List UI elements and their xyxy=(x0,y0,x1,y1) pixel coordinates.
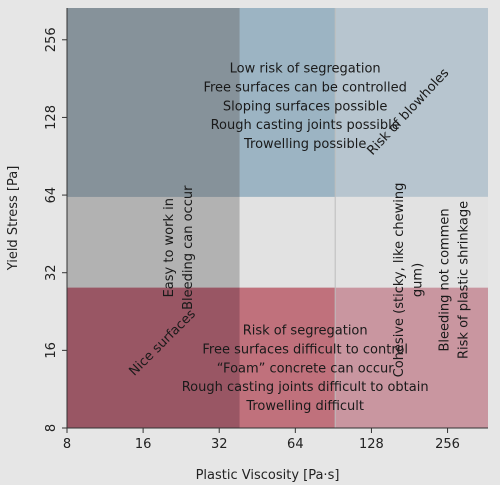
annotation-line: Trowelling difficult xyxy=(245,399,364,414)
annotation-0: Low risk of segregation Free surfaces can… xyxy=(203,62,406,152)
annotation-line: gum) xyxy=(411,263,426,297)
y-tick-label: 8 xyxy=(44,424,59,432)
annotation-line: Free surfaces can be controlled xyxy=(203,81,406,96)
x-tick-label: 64 xyxy=(287,437,304,452)
annotation-line: Risk of plastic shrinkage xyxy=(456,201,471,359)
annotation-2: Easy to work in Bleeding can occur xyxy=(162,185,196,310)
annotation-3: Cohesive (sticky, like chewing gum) xyxy=(392,183,426,378)
annotation-line: Rough casting joints difficult to obtain xyxy=(182,380,429,395)
x-tick-label: 8 xyxy=(63,437,71,452)
region-6 xyxy=(67,287,240,428)
annotation-line: “Foam” concrete can occur xyxy=(217,361,395,376)
y-tick-label: 256 xyxy=(44,27,59,52)
annotation-line: Sloping surfaces possible xyxy=(223,99,387,114)
x-tick-label: 32 xyxy=(211,437,228,452)
x-tick-label: 16 xyxy=(135,437,152,452)
annotation-4: Bleeding not commen Risk of plastic shrin… xyxy=(438,201,472,359)
annotation-line: Cohesive (sticky, like chewing xyxy=(392,183,407,378)
annotation-line: Risk of segregation xyxy=(243,324,368,339)
annotation-line: Rough casting joints possible xyxy=(211,118,400,133)
annotation-line: Bleeding can occur xyxy=(181,185,196,310)
x-axis-title: Plastic Viscosity [Pa·s] xyxy=(196,468,340,483)
annotation-6: Risk of segregation Free surfaces difficu… xyxy=(182,324,429,414)
y-axis-title: Yield Stress [Pa] xyxy=(6,166,21,272)
annotation-line: Trowelling possible xyxy=(243,137,366,152)
annotation-line: Easy to work in xyxy=(162,198,177,297)
annotation-line: Bleeding not commen xyxy=(438,208,453,351)
annotation-line: Low risk of segregation xyxy=(230,62,381,77)
x-tick-label: 128 xyxy=(359,437,384,452)
x-tick-label: 256 xyxy=(435,437,460,452)
y-tick-label: 32 xyxy=(44,264,59,281)
region-5 xyxy=(67,287,336,428)
y-tick-label: 128 xyxy=(44,105,59,130)
annotation-line: Free surfaces difficult to control xyxy=(202,342,408,357)
y-tick-label: 16 xyxy=(44,342,59,359)
y-tick-label: 64 xyxy=(44,187,59,204)
